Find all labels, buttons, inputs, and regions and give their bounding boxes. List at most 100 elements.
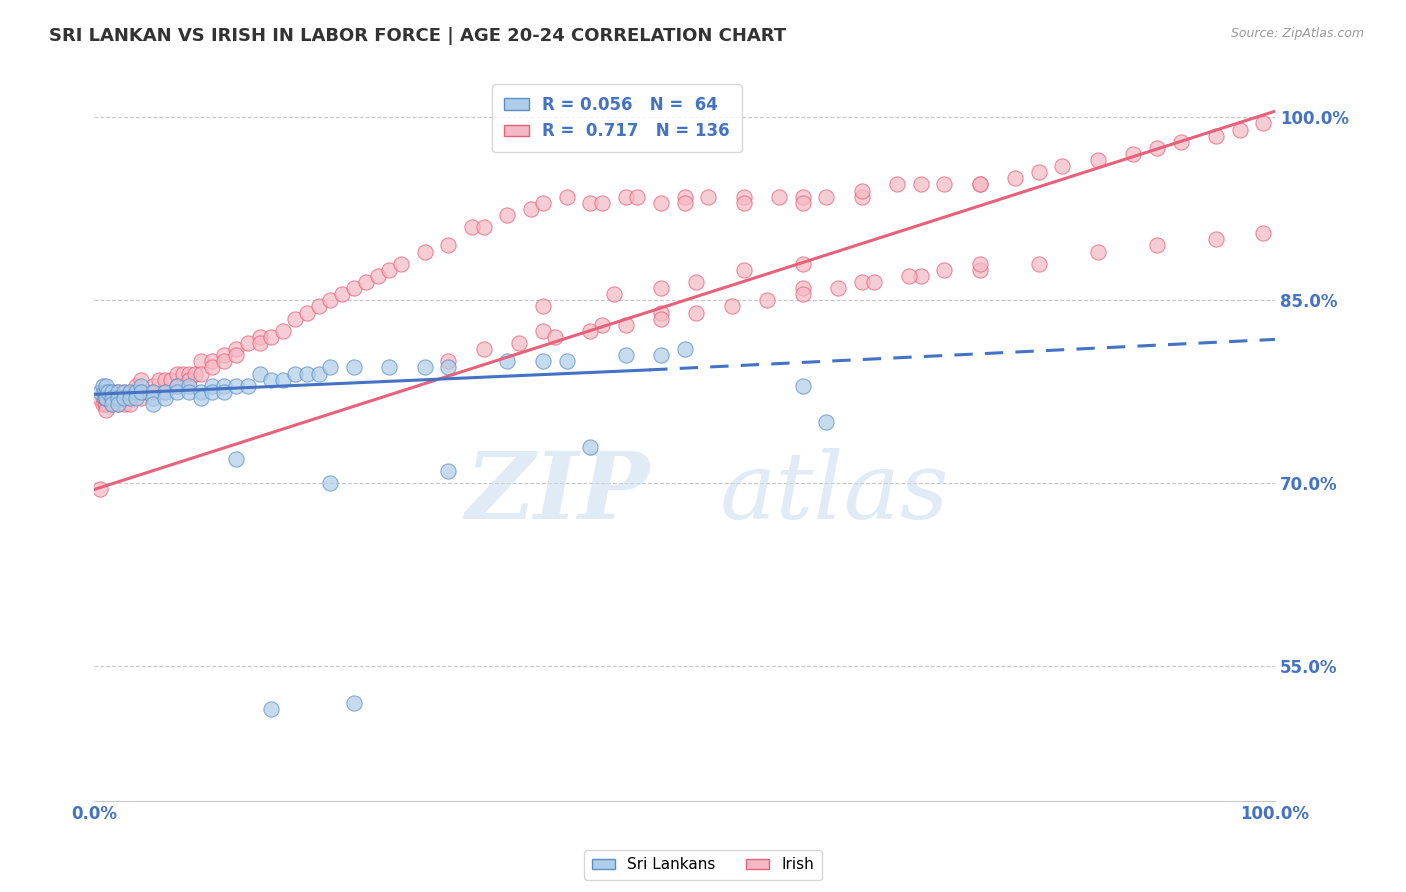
Legend: Sri Lankans, Irish: Sri Lankans, Irish bbox=[585, 849, 821, 880]
Point bbox=[1028, 165, 1050, 179]
Point bbox=[437, 238, 460, 252]
Point bbox=[472, 342, 495, 356]
Point bbox=[177, 367, 200, 381]
Point bbox=[697, 189, 720, 203]
Point bbox=[650, 281, 672, 295]
Point bbox=[101, 397, 124, 411]
Point bbox=[343, 281, 366, 295]
Point bbox=[319, 360, 342, 375]
Point bbox=[101, 384, 124, 399]
Point bbox=[862, 275, 884, 289]
Point bbox=[614, 348, 637, 362]
Point bbox=[650, 311, 672, 326]
Point bbox=[112, 384, 135, 399]
Point bbox=[319, 476, 342, 491]
Point bbox=[792, 378, 814, 392]
Point bbox=[107, 384, 129, 399]
Point bbox=[969, 178, 991, 192]
Point bbox=[969, 257, 991, 271]
Point bbox=[367, 268, 389, 283]
Point bbox=[815, 189, 838, 203]
Point bbox=[413, 360, 436, 375]
Point bbox=[212, 348, 235, 362]
Point bbox=[94, 378, 117, 392]
Point bbox=[89, 483, 111, 497]
Point bbox=[792, 281, 814, 295]
Point bbox=[768, 189, 790, 203]
Point bbox=[721, 300, 744, 314]
Point bbox=[107, 397, 129, 411]
Text: atlas: atlas bbox=[720, 448, 949, 538]
Point bbox=[756, 293, 779, 308]
Point bbox=[166, 384, 188, 399]
Point bbox=[190, 384, 212, 399]
Point bbox=[153, 391, 176, 405]
Point bbox=[308, 367, 330, 381]
Point bbox=[531, 324, 554, 338]
Point bbox=[260, 330, 283, 344]
Point bbox=[94, 403, 117, 417]
Point bbox=[827, 281, 849, 295]
Point bbox=[437, 464, 460, 478]
Point bbox=[142, 384, 165, 399]
Point bbox=[107, 397, 129, 411]
Point bbox=[124, 391, 146, 405]
Point bbox=[142, 397, 165, 411]
Point bbox=[792, 195, 814, 210]
Point bbox=[118, 384, 141, 399]
Point bbox=[673, 195, 696, 210]
Point bbox=[650, 305, 672, 319]
Point bbox=[94, 384, 117, 399]
Point bbox=[91, 397, 114, 411]
Point bbox=[124, 384, 146, 399]
Point bbox=[378, 263, 401, 277]
Point bbox=[1205, 128, 1227, 143]
Point bbox=[249, 330, 271, 344]
Point bbox=[101, 391, 124, 405]
Point bbox=[260, 702, 283, 716]
Point bbox=[271, 324, 294, 338]
Point bbox=[101, 391, 124, 405]
Point bbox=[160, 373, 183, 387]
Point bbox=[97, 384, 120, 399]
Point bbox=[1251, 226, 1274, 240]
Point bbox=[124, 378, 146, 392]
Point bbox=[153, 384, 176, 399]
Point bbox=[1229, 122, 1251, 136]
Point bbox=[201, 354, 224, 368]
Point bbox=[260, 373, 283, 387]
Point bbox=[685, 305, 707, 319]
Point bbox=[177, 384, 200, 399]
Point bbox=[118, 391, 141, 405]
Point bbox=[201, 378, 224, 392]
Point bbox=[97, 384, 120, 399]
Point bbox=[1087, 153, 1109, 167]
Point bbox=[1028, 257, 1050, 271]
Point bbox=[508, 336, 530, 351]
Point bbox=[136, 384, 159, 399]
Point bbox=[166, 367, 188, 381]
Point bbox=[472, 220, 495, 235]
Point bbox=[591, 318, 613, 332]
Point bbox=[531, 354, 554, 368]
Point bbox=[153, 384, 176, 399]
Point bbox=[131, 384, 153, 399]
Point bbox=[437, 360, 460, 375]
Point bbox=[91, 378, 114, 392]
Point bbox=[107, 384, 129, 399]
Point bbox=[190, 354, 212, 368]
Point bbox=[934, 178, 956, 192]
Point bbox=[792, 257, 814, 271]
Point bbox=[1122, 147, 1144, 161]
Text: ZIP: ZIP bbox=[465, 448, 650, 538]
Point bbox=[520, 202, 543, 216]
Point bbox=[969, 178, 991, 192]
Point bbox=[190, 391, 212, 405]
Point bbox=[544, 330, 567, 344]
Point bbox=[851, 184, 873, 198]
Point bbox=[166, 378, 188, 392]
Point bbox=[183, 367, 205, 381]
Point bbox=[94, 397, 117, 411]
Point bbox=[1251, 116, 1274, 130]
Point bbox=[212, 378, 235, 392]
